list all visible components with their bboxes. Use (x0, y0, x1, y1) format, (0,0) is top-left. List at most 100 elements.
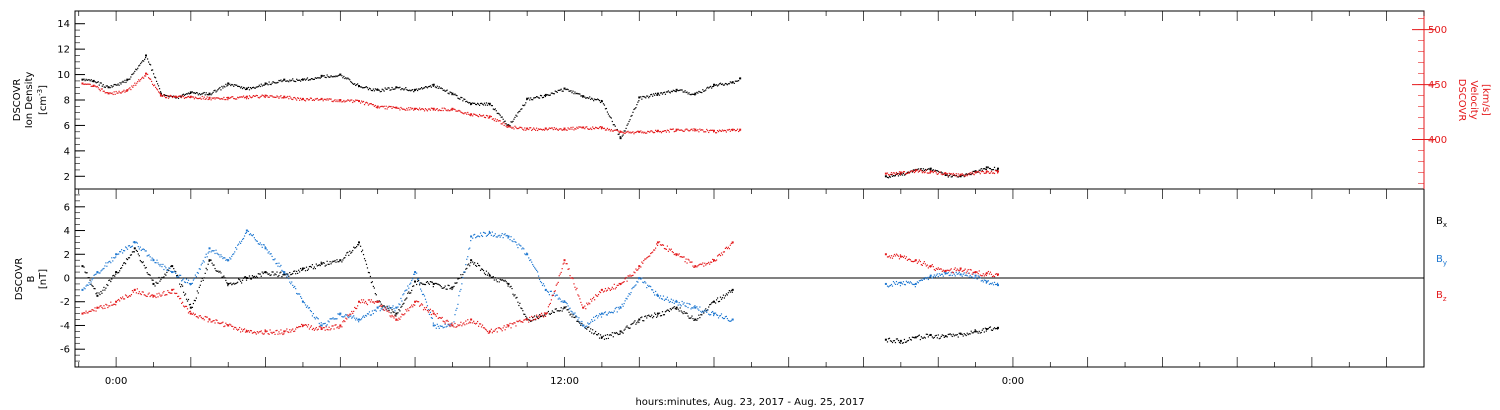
trace-density (206, 93, 208, 96)
trace-density (669, 92, 671, 94)
trace-bx (552, 311, 554, 313)
trace-bx (271, 271, 273, 273)
trace-by (164, 265, 166, 267)
trace-bx-late (949, 333, 951, 335)
trace-velocity (243, 97, 246, 99)
trace-density (124, 79, 126, 81)
trace-bz (517, 321, 519, 323)
trace-density (698, 90, 700, 93)
trace-by (477, 235, 480, 237)
trace-velocity (157, 91, 160, 93)
trace-density (408, 90, 410, 92)
trace-velocity (349, 100, 351, 102)
trace-bz (258, 331, 260, 333)
trace-bx (150, 277, 152, 279)
trace-velocity (581, 127, 583, 129)
trace-velocity (692, 129, 694, 132)
trace-bz (126, 296, 129, 298)
trace-by (690, 308, 692, 310)
trace-density-late (955, 174, 957, 177)
trace-bz-late (905, 256, 908, 258)
trace-by (155, 262, 157, 264)
trace-bx (412, 285, 414, 288)
trace-density (168, 96, 171, 98)
trace-bx (303, 267, 306, 269)
trace-by-late (987, 280, 990, 282)
trace-velocity (142, 76, 144, 78)
point-by (470, 235, 473, 238)
trace-bz (419, 304, 422, 306)
point-bz (245, 330, 248, 333)
trace-velocity (309, 97, 312, 99)
trace-bx (125, 258, 128, 260)
trace-bz (115, 304, 117, 306)
trace-velocity (693, 128, 695, 130)
trace-bx (215, 269, 217, 272)
trace-by (682, 303, 684, 305)
trace-by-late (984, 279, 986, 282)
trace-velocity-late (905, 173, 908, 175)
trace-by (440, 325, 442, 327)
trace-density (691, 93, 693, 95)
trace-by (663, 299, 666, 301)
trace-bz (130, 293, 133, 296)
trace-density (230, 84, 232, 87)
trace-bx (621, 331, 623, 333)
trace-bx-late (956, 334, 958, 336)
trace-bx (685, 312, 687, 314)
trace-density (416, 88, 418, 90)
trace-by (359, 319, 362, 321)
trace-velocity (492, 118, 494, 120)
trace-density (195, 92, 197, 94)
trace-by (136, 242, 138, 244)
trace-velocity (267, 96, 269, 98)
trace-velocity (362, 100, 365, 103)
trace-velocity (113, 91, 115, 93)
trace-bx (114, 275, 116, 277)
trace-by-late (976, 278, 978, 280)
trace-density (90, 79, 92, 81)
point-velocity (675, 128, 678, 131)
trace-velocity (158, 92, 161, 94)
trace-density-late (987, 166, 990, 168)
trace-by (602, 313, 605, 315)
trace-by (307, 307, 310, 309)
trace-bz (539, 314, 542, 316)
trace-velocity (602, 127, 605, 130)
trace-by (93, 274, 95, 276)
trace-velocity (571, 128, 573, 130)
trace-velocity (280, 95, 282, 97)
trace-bx (277, 275, 279, 278)
trace-by (390, 307, 392, 309)
trace-bx (316, 265, 318, 267)
trace-bx (86, 272, 88, 274)
trace-bz (254, 332, 256, 334)
trace-bx (194, 300, 196, 302)
trace-bz (295, 328, 297, 330)
trace-bx-late (898, 341, 901, 344)
trace-bx (562, 308, 564, 310)
trace-by (501, 233, 503, 235)
trace-bz (178, 295, 180, 297)
trace-by (295, 288, 297, 290)
trace-velocity (257, 96, 259, 99)
trace-by-late (921, 279, 923, 281)
trace-density (287, 80, 289, 82)
point-bz (656, 241, 659, 244)
trace-by (104, 265, 106, 267)
trace-by (177, 276, 179, 278)
trace-velocity (650, 130, 652, 132)
point-by (283, 271, 286, 274)
trace-bx (699, 316, 701, 319)
trace-density-late (941, 172, 943, 174)
point-by (96, 271, 99, 274)
trace-bx (87, 277, 89, 279)
trace-bz (510, 327, 512, 329)
trace-bz (567, 268, 569, 270)
trace-bx (423, 283, 426, 286)
trace-by (291, 281, 293, 283)
trace-velocity (640, 130, 642, 132)
trace-density (381, 88, 383, 90)
trace-velocity (233, 97, 235, 100)
trace-bx (413, 285, 415, 287)
